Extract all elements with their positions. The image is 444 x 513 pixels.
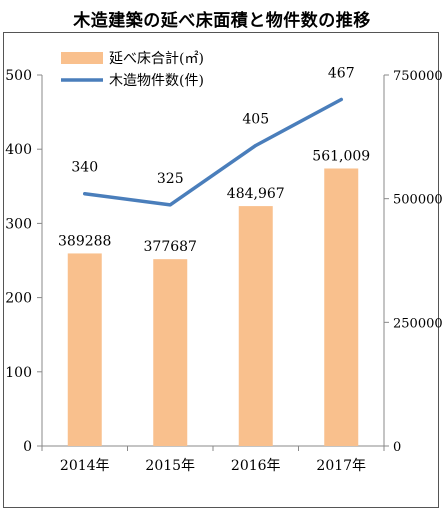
bar xyxy=(153,259,188,446)
x-tick-label: 2016年 xyxy=(231,458,281,474)
right-tick-label: 500000 xyxy=(393,193,443,208)
line-point xyxy=(254,143,258,147)
bar-data-label: 484,967 xyxy=(227,186,285,202)
left-tick-label: 400 xyxy=(5,142,32,158)
bar-data-label: 377687 xyxy=(144,239,197,255)
left-tick-label: 300 xyxy=(5,216,32,232)
right-tick-label: 250000 xyxy=(393,316,443,331)
legend-line-label: 木造物件数(件) xyxy=(109,73,204,89)
bar-data-label: 389288 xyxy=(58,233,111,249)
bar xyxy=(67,253,102,446)
legend-bar-swatch xyxy=(61,52,103,64)
bar-data-label: 561,009 xyxy=(312,148,370,164)
chart-frame xyxy=(3,32,439,508)
line-data-label: 325 xyxy=(157,171,184,187)
line-point xyxy=(339,97,343,101)
line-data-label: 405 xyxy=(242,111,269,127)
left-tick-label: 500 xyxy=(5,68,32,84)
line-point xyxy=(83,192,87,196)
left-tick-label: 200 xyxy=(5,291,32,307)
x-tick-label: 2015年 xyxy=(145,458,195,474)
line-data-label: 467 xyxy=(328,65,355,81)
bar xyxy=(238,206,273,446)
left-tick-label: 100 xyxy=(5,365,32,381)
right-tick-label: 0 xyxy=(393,440,401,455)
line-point xyxy=(168,203,172,207)
bar xyxy=(324,168,359,446)
right-tick-label: 750000 xyxy=(393,69,443,84)
left-tick-label: 0 xyxy=(23,439,32,455)
x-tick-label: 2014年 xyxy=(60,458,110,474)
line-series-path xyxy=(83,97,343,207)
legend-bar-label: 延べ床合計(㎡) xyxy=(109,51,204,67)
x-tick-label: 2017年 xyxy=(316,458,366,474)
chart-title: 木造建築の延べ床面積と物件数の推移 xyxy=(73,11,371,31)
line-data-label: 340 xyxy=(71,160,98,176)
